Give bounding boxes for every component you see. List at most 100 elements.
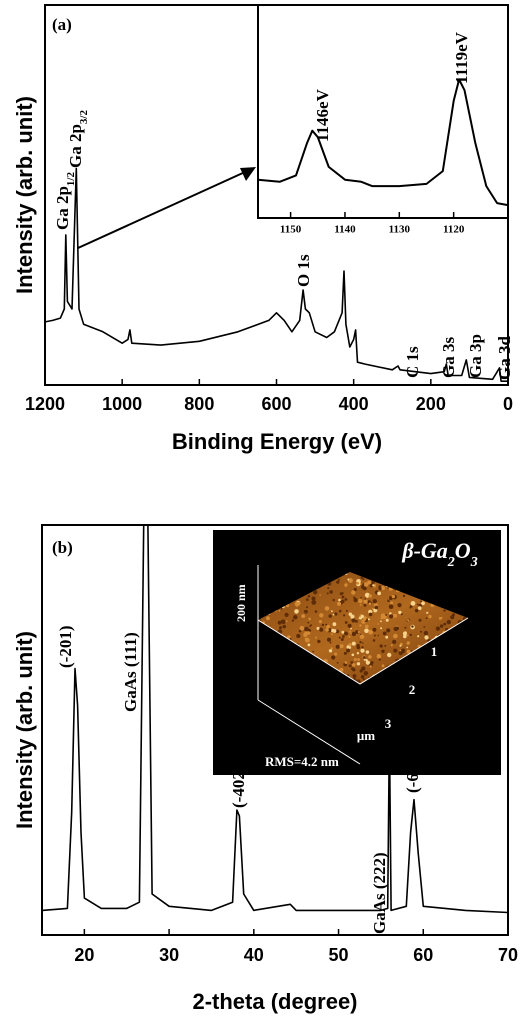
text-part: (-201) bbox=[56, 626, 75, 668]
afm-grain bbox=[398, 610, 402, 615]
afm-grain bbox=[351, 667, 354, 671]
afm-grain bbox=[362, 583, 365, 585]
afm-grain bbox=[360, 675, 365, 679]
afm-grain bbox=[372, 584, 375, 587]
annotation: (-201) bbox=[56, 626, 75, 668]
x-tick-label: 30 bbox=[159, 945, 179, 965]
afm-grain bbox=[301, 614, 306, 618]
afm-grain bbox=[325, 628, 329, 632]
afm-grain bbox=[339, 644, 344, 649]
afm-inset bbox=[213, 530, 501, 775]
afm-grain bbox=[418, 618, 422, 622]
afm-grain bbox=[299, 625, 305, 631]
afm-grain bbox=[392, 639, 397, 645]
afm-grain bbox=[341, 592, 344, 595]
afm-grain bbox=[326, 637, 332, 642]
afm-grain bbox=[369, 665, 372, 668]
afm-surface bbox=[258, 572, 468, 684]
data-line bbox=[45, 167, 508, 382]
afm-grain bbox=[378, 585, 382, 589]
afm-grain bbox=[380, 620, 382, 623]
afm-grain bbox=[439, 624, 444, 628]
afm-grain bbox=[426, 611, 429, 614]
afm-grain bbox=[307, 594, 311, 598]
afm-grain bbox=[399, 644, 402, 647]
afm-grain bbox=[446, 619, 451, 625]
text-part: μm bbox=[357, 728, 375, 743]
afm-grain bbox=[357, 658, 360, 661]
inset-label: RMS=4.2 nm bbox=[265, 754, 339, 769]
afm-grain bbox=[335, 644, 340, 649]
afm-grain bbox=[296, 633, 301, 639]
afm-grain bbox=[356, 645, 361, 650]
afm-grain bbox=[364, 628, 369, 634]
afm-grain bbox=[304, 637, 307, 640]
afm-grain bbox=[377, 623, 379, 625]
afm-grain bbox=[282, 624, 287, 629]
afm-grain bbox=[410, 601, 416, 606]
x-axis-label: 2-theta (degree) bbox=[192, 989, 357, 1014]
afm-grain bbox=[416, 603, 419, 606]
afm-grain bbox=[308, 617, 312, 621]
annotation: O 1s bbox=[294, 254, 313, 287]
text-part: RMS=4.2 nm bbox=[265, 754, 339, 769]
annotation: Ga 2p3/2 bbox=[66, 110, 90, 168]
text-part: β-Ga bbox=[401, 538, 447, 563]
text-part: Ga 2p bbox=[66, 124, 85, 168]
afm-grain bbox=[313, 590, 318, 595]
afm-grain bbox=[395, 626, 400, 631]
afm-grain bbox=[336, 601, 342, 606]
afm-grain bbox=[414, 608, 419, 613]
afm-grain bbox=[336, 661, 339, 664]
afm-grain bbox=[332, 622, 337, 627]
afm-grain bbox=[330, 647, 333, 650]
afm-grain bbox=[359, 624, 362, 627]
afm-grain bbox=[423, 630, 429, 636]
x-tick-label: 1130 bbox=[389, 224, 411, 236]
afm-grain bbox=[321, 623, 325, 627]
afm-grain bbox=[347, 623, 352, 628]
text-part: 1146eV bbox=[313, 88, 332, 142]
afm-grain bbox=[365, 650, 370, 654]
afm-grain bbox=[368, 655, 372, 659]
afm-grain bbox=[389, 612, 392, 615]
afm-grain bbox=[349, 630, 352, 633]
afm-grain bbox=[341, 630, 345, 634]
afm-grain bbox=[374, 605, 379, 610]
afm-grain bbox=[387, 652, 392, 658]
afm-grain bbox=[380, 627, 383, 630]
afm-grain bbox=[316, 626, 320, 630]
afm-grain bbox=[356, 581, 360, 585]
afm-grain bbox=[293, 615, 298, 620]
afm-grain bbox=[363, 656, 366, 659]
afm-grain bbox=[388, 604, 394, 609]
afm-grain bbox=[348, 643, 352, 647]
annotation: Ga 3d bbox=[495, 336, 514, 380]
afm-grain bbox=[400, 613, 403, 616]
afm-grain bbox=[339, 667, 344, 672]
afm-grain bbox=[331, 610, 333, 613]
afm-grain bbox=[338, 636, 341, 639]
afm-grain bbox=[350, 632, 352, 635]
afm-grain bbox=[368, 629, 373, 635]
afm-grain bbox=[400, 648, 406, 654]
afm-grain bbox=[406, 646, 409, 649]
afm-grain bbox=[381, 649, 385, 653]
afm-grain bbox=[402, 631, 408, 636]
x-tick-label: 70 bbox=[498, 945, 518, 965]
afm-grain bbox=[340, 638, 344, 641]
data-line bbox=[42, 525, 508, 914]
afm-grain bbox=[334, 612, 338, 616]
afm-grain bbox=[387, 587, 389, 589]
afm-grain bbox=[287, 635, 291, 639]
text-part: 200 nm bbox=[234, 584, 248, 622]
afm-grain bbox=[350, 614, 355, 619]
afm-grain bbox=[423, 626, 426, 628]
afm-grain bbox=[347, 578, 350, 581]
afm-grain bbox=[385, 618, 389, 622]
afm-grain bbox=[280, 607, 283, 610]
afm-grain bbox=[356, 652, 360, 655]
annotation: GaAs (111) bbox=[121, 632, 140, 712]
